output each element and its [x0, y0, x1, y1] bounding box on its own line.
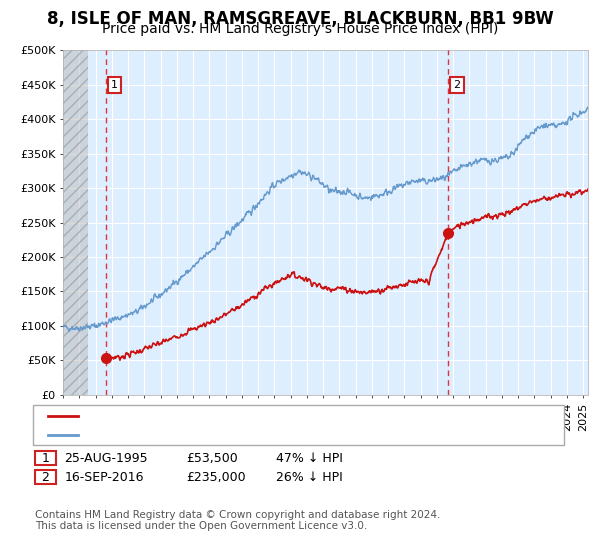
- Text: 25-AUG-1995: 25-AUG-1995: [64, 451, 148, 465]
- Text: 16-SEP-2016: 16-SEP-2016: [64, 470, 144, 484]
- Bar: [63, 50, 88, 395]
- Text: 47% ↓ HPI: 47% ↓ HPI: [276, 451, 343, 465]
- Text: 2: 2: [41, 470, 49, 484]
- Text: £235,000: £235,000: [186, 470, 245, 484]
- Text: 8, ISLE OF MAN, RAMSGREAVE, BLACKBURN, BB1 9BW: 8, ISLE OF MAN, RAMSGREAVE, BLACKBURN, B…: [47, 10, 553, 28]
- Text: £53,500: £53,500: [186, 451, 238, 465]
- Text: HPI: Average price, detached house, Ribble Valley: HPI: Average price, detached house, Ribb…: [84, 428, 397, 442]
- Text: 8, ISLE OF MAN, RAMSGREAVE, BLACKBURN, BB1 9BW (detached house): 8, ISLE OF MAN, RAMSGREAVE, BLACKBURN, B…: [84, 410, 539, 423]
- Text: 1: 1: [41, 451, 49, 465]
- Text: 26% ↓ HPI: 26% ↓ HPI: [276, 470, 343, 484]
- Text: 1: 1: [111, 80, 118, 90]
- Text: 2: 2: [454, 80, 460, 90]
- Text: Price paid vs. HM Land Registry's House Price Index (HPI): Price paid vs. HM Land Registry's House …: [102, 22, 498, 36]
- Text: Contains HM Land Registry data © Crown copyright and database right 2024.
This d: Contains HM Land Registry data © Crown c…: [35, 510, 440, 531]
